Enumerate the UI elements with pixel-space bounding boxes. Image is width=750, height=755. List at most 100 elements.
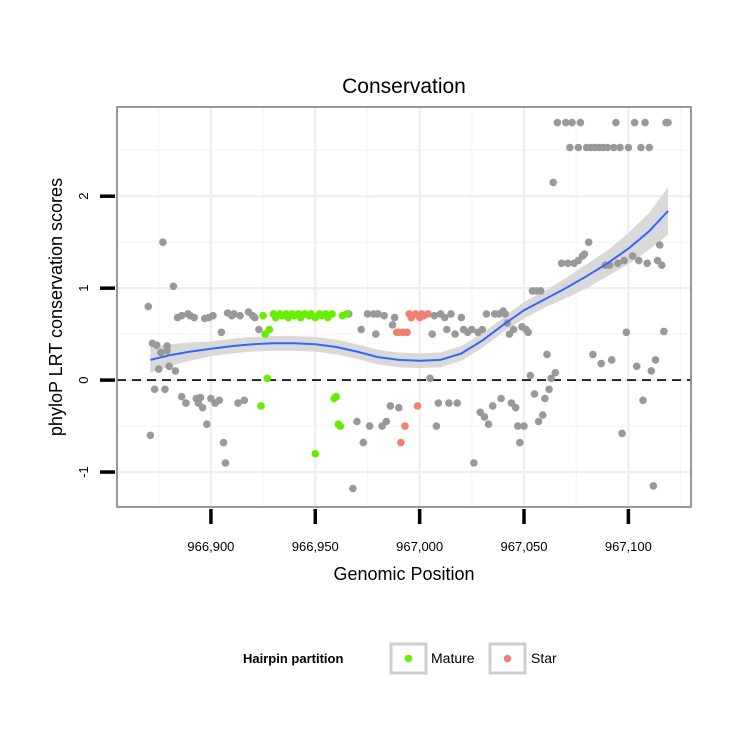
data-point-other bbox=[251, 313, 259, 322]
data-point-other bbox=[363, 310, 372, 318]
data-point-other bbox=[470, 459, 478, 467]
legend: Hairpin partition Mature Star bbox=[243, 642, 557, 675]
legend-dot-star bbox=[503, 654, 512, 663]
smooth-line-path bbox=[150, 210, 669, 362]
data-point-other bbox=[649, 482, 658, 490]
data-point-other bbox=[236, 311, 244, 320]
legend-label-star: Star bbox=[531, 650, 557, 666]
data-point-other bbox=[190, 313, 198, 322]
data-point-other bbox=[520, 422, 528, 430]
x-axis-title: Genomic Position bbox=[333, 564, 474, 584]
data-point-other bbox=[171, 367, 180, 375]
data-point-other bbox=[524, 328, 532, 337]
data-point-other bbox=[440, 313, 449, 322]
data-point-other bbox=[509, 325, 518, 334]
data-point-other bbox=[390, 313, 399, 322]
data-point-other bbox=[443, 325, 451, 334]
y-tick-label: 1 bbox=[76, 284, 91, 291]
data-point-other bbox=[428, 330, 437, 338]
data-point-other bbox=[388, 321, 397, 329]
data-point-other bbox=[658, 261, 666, 270]
y-tick-label: 2 bbox=[76, 193, 91, 200]
data-point-other bbox=[664, 118, 672, 127]
data-point-other bbox=[603, 143, 612, 152]
data-point-other bbox=[628, 252, 637, 260]
x-axis: 966,900 966,950 967,000 967,050 967,100 bbox=[187, 509, 652, 554]
data-point-other bbox=[234, 399, 242, 407]
data-point-mature bbox=[265, 325, 274, 334]
data-point-other bbox=[209, 311, 217, 320]
y-tick-label: -1 bbox=[76, 466, 91, 478]
data-point-other bbox=[651, 356, 660, 364]
data-point-other bbox=[624, 143, 633, 152]
data-point-other bbox=[618, 429, 626, 438]
data-point-other bbox=[645, 143, 654, 152]
data-point-other bbox=[616, 143, 624, 152]
data-point-other bbox=[584, 238, 593, 246]
data-point-other bbox=[643, 259, 651, 268]
data-point-other bbox=[365, 422, 374, 430]
chart-title: Conservation bbox=[342, 75, 466, 98]
data-point-other bbox=[566, 143, 574, 152]
data-point-other bbox=[607, 356, 616, 364]
data-point-other bbox=[447, 310, 455, 318]
data-point-other bbox=[539, 411, 547, 419]
data-point-other bbox=[564, 259, 572, 268]
data-point-other bbox=[169, 282, 178, 291]
data-point-other bbox=[161, 385, 169, 394]
data-point-other bbox=[359, 438, 368, 447]
data-point-mature bbox=[332, 392, 341, 401]
data-point-other bbox=[589, 350, 597, 359]
data-point-other bbox=[549, 178, 557, 187]
data-point-other bbox=[562, 118, 570, 127]
data-point-other bbox=[203, 420, 211, 429]
data-point-other bbox=[349, 484, 357, 493]
data-point-other bbox=[620, 256, 628, 265]
x-tick-label: 967,100 bbox=[605, 539, 652, 554]
data-point-mature bbox=[311, 449, 320, 458]
confidence-band-area bbox=[150, 187, 668, 373]
data-point-other bbox=[357, 325, 366, 334]
data-point-other bbox=[543, 350, 551, 359]
data-point-other bbox=[165, 362, 173, 371]
data-point-other bbox=[154, 365, 163, 373]
data-point-other bbox=[353, 417, 361, 426]
data-point-other bbox=[641, 118, 649, 127]
data-point-other bbox=[635, 256, 643, 265]
data-point-other bbox=[219, 438, 228, 447]
data-point-star bbox=[397, 438, 405, 447]
data-point-other bbox=[395, 403, 403, 412]
data-point-other bbox=[576, 118, 585, 127]
data-point-other bbox=[484, 420, 493, 429]
data-point-other bbox=[255, 325, 263, 334]
legend-dot-mature bbox=[404, 654, 413, 663]
data-point-other bbox=[453, 399, 462, 407]
data-point-other bbox=[545, 385, 553, 394]
data-point-other bbox=[632, 362, 641, 371]
data-point-other bbox=[386, 402, 395, 410]
data-point-other bbox=[612, 118, 620, 127]
data-point-other bbox=[159, 238, 167, 246]
data-point-other bbox=[534, 417, 543, 426]
x-tick-label: 966,950 bbox=[292, 539, 339, 554]
data-point-other bbox=[547, 374, 555, 383]
data-point-other bbox=[457, 313, 466, 322]
data-point-other bbox=[468, 325, 476, 334]
data-point-other bbox=[144, 302, 153, 311]
data-point-other bbox=[541, 394, 549, 403]
data-point-mature bbox=[328, 310, 336, 318]
data-point-other bbox=[580, 250, 589, 258]
data-point-other bbox=[511, 403, 520, 412]
x-tick-label: 967,050 bbox=[501, 539, 548, 554]
data-point-other bbox=[514, 422, 522, 430]
data-point-other bbox=[637, 143, 645, 152]
data-point-other bbox=[163, 342, 171, 350]
data-point-other bbox=[553, 118, 562, 127]
data-point-other bbox=[530, 390, 539, 398]
data-point-other bbox=[372, 330, 380, 338]
data-point-other bbox=[630, 118, 639, 127]
data-point-other bbox=[217, 328, 226, 337]
data-point-other bbox=[198, 403, 207, 412]
